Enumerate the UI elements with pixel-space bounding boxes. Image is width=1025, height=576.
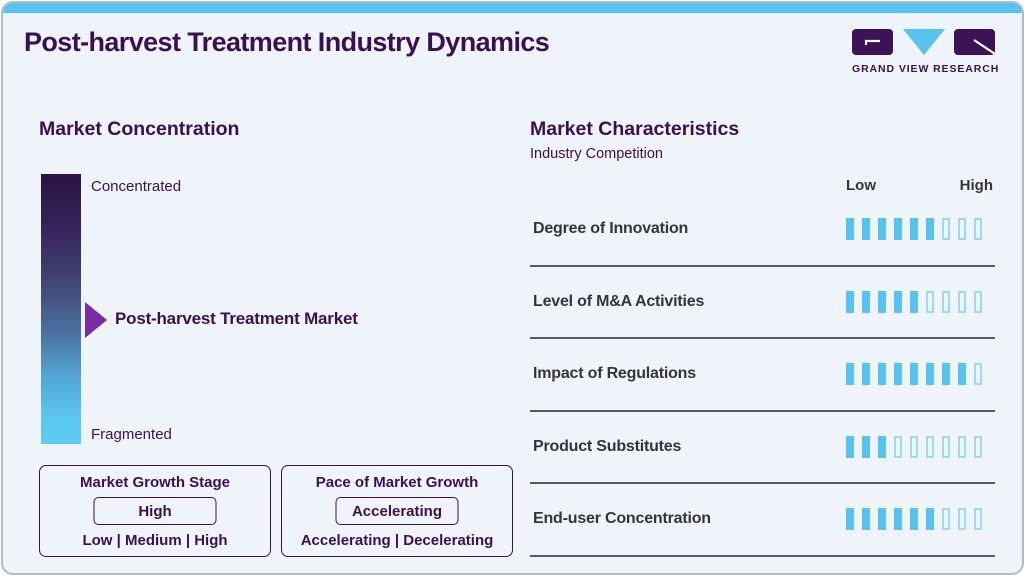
characteristic-row: Degree of Innovation bbox=[530, 194, 995, 267]
rating-bar-filled bbox=[862, 218, 870, 241]
rating-bar-filled bbox=[926, 363, 934, 386]
growth-stage-options: Low | Medium | High bbox=[82, 532, 228, 549]
rating-bar-filled bbox=[910, 218, 918, 241]
pace-value: Accelerating bbox=[335, 497, 459, 525]
characteristic-row: End-user Concentration bbox=[530, 484, 995, 557]
rating-bar-empty bbox=[958, 435, 966, 458]
top-accent-strip bbox=[3, 3, 1022, 13]
market-characteristics-heading: Market Characteristics bbox=[530, 118, 740, 140]
characteristic-label: Level of M&A Activities bbox=[533, 292, 705, 310]
characteristic-row: Impact of Regulations bbox=[530, 339, 995, 412]
rating-scale-header: Low High bbox=[846, 177, 993, 194]
characteristic-label: Degree of Innovation bbox=[533, 220, 689, 238]
market-growth-stage-box: Market Growth Stage High Low | Medium | … bbox=[39, 465, 271, 557]
scale-low-label: Low bbox=[846, 177, 876, 194]
rating-bar-empty bbox=[926, 290, 934, 313]
pace-options: Accelerating | Decelerating bbox=[300, 532, 494, 549]
rating-bar-empty bbox=[910, 435, 918, 458]
rating-bar-filled bbox=[846, 435, 854, 458]
rating-bar-filled bbox=[878, 218, 886, 241]
scale-high-label: High bbox=[959, 177, 993, 194]
rating-bar-filled bbox=[894, 218, 902, 241]
page-title: Post-harvest Treatment Industry Dynamics bbox=[24, 27, 550, 57]
concentration-gradient-bar bbox=[41, 174, 81, 444]
rating-bar-empty bbox=[974, 218, 982, 241]
rating-bar-filled bbox=[894, 508, 902, 531]
rating-bars bbox=[846, 508, 982, 531]
rating-bar-empty bbox=[958, 290, 966, 313]
market-concentration-heading: Market Concentration bbox=[39, 118, 240, 140]
rating-bar-filled bbox=[910, 508, 918, 531]
rating-bar-filled bbox=[878, 363, 886, 386]
rating-bars bbox=[846, 363, 982, 386]
rating-bar-filled bbox=[846, 218, 854, 241]
rating-bar-filled bbox=[958, 363, 966, 386]
rating-bar-empty bbox=[926, 435, 934, 458]
rating-bars bbox=[846, 218, 982, 241]
rating-bar-filled bbox=[846, 290, 854, 313]
rating-bar-filled bbox=[846, 363, 854, 386]
logo-g-icon bbox=[852, 29, 893, 55]
market-position-label: Post-harvest Treatment Market bbox=[115, 309, 358, 328]
rating-bar-empty bbox=[974, 290, 982, 313]
characteristics-rows: Degree of Innovation Level of M&A Activit… bbox=[530, 3, 995, 573]
pace-title: Pace of Market Growth bbox=[315, 474, 479, 491]
rating-bar-filled bbox=[846, 508, 854, 531]
rating-bar-empty bbox=[958, 218, 966, 241]
rating-bar-filled bbox=[910, 290, 918, 313]
characteristic-label: Impact of Regulations bbox=[533, 365, 696, 383]
rating-bar-filled bbox=[862, 508, 870, 531]
rating-bar-filled bbox=[878, 508, 886, 531]
characteristic-label: Product Substitutes bbox=[533, 437, 682, 455]
rating-bar-empty bbox=[958, 508, 966, 531]
rating-bar-filled bbox=[926, 508, 934, 531]
gvr-logo: GRAND VIEW RESEARCH bbox=[852, 29, 1000, 75]
rating-bar-filled bbox=[878, 290, 886, 313]
rating-bar-empty bbox=[974, 435, 982, 458]
concentrated-label: Concentrated bbox=[91, 178, 182, 195]
characteristic-label: End-user Concentration bbox=[533, 510, 711, 528]
rating-bar-filled bbox=[942, 363, 950, 386]
rating-bar-filled bbox=[910, 363, 918, 386]
rating-bar-empty bbox=[942, 218, 950, 241]
growth-stage-title: Market Growth Stage bbox=[79, 474, 231, 491]
rating-bars bbox=[846, 290, 982, 313]
characteristic-row: Product Substitutes bbox=[530, 412, 995, 484]
pace-of-growth-box: Pace of Market Growth Accelerating Accel… bbox=[281, 465, 513, 557]
growth-stage-value: High bbox=[93, 497, 217, 525]
rating-bar-empty bbox=[894, 435, 902, 458]
rating-bar-empty bbox=[942, 290, 950, 313]
market-position-arrow-icon bbox=[85, 302, 107, 338]
rating-bar-empty bbox=[942, 508, 950, 531]
logo-brand-text: GRAND VIEW RESEARCH bbox=[852, 63, 1000, 75]
rating-bar-filled bbox=[862, 435, 870, 458]
rating-bar-filled bbox=[878, 435, 886, 458]
rating-bar-empty bbox=[942, 435, 950, 458]
logo-r-icon bbox=[954, 29, 995, 55]
rating-bar-filled bbox=[894, 290, 902, 313]
industry-competition-subtitle: Industry Competition bbox=[530, 146, 663, 162]
rating-bar-filled bbox=[862, 290, 870, 313]
rating-bar-filled bbox=[894, 363, 902, 386]
rating-bar-filled bbox=[926, 218, 934, 241]
rating-bar-empty bbox=[974, 363, 982, 386]
characteristic-row: Level of M&A Activities bbox=[530, 267, 995, 339]
rating-bar-filled bbox=[862, 363, 870, 386]
logo-v-icon bbox=[902, 29, 945, 55]
gvr-logo-marks bbox=[852, 29, 995, 56]
rating-bars bbox=[846, 435, 982, 458]
rating-bar-empty bbox=[974, 508, 982, 531]
fragmented-label: Fragmented bbox=[91, 426, 172, 443]
